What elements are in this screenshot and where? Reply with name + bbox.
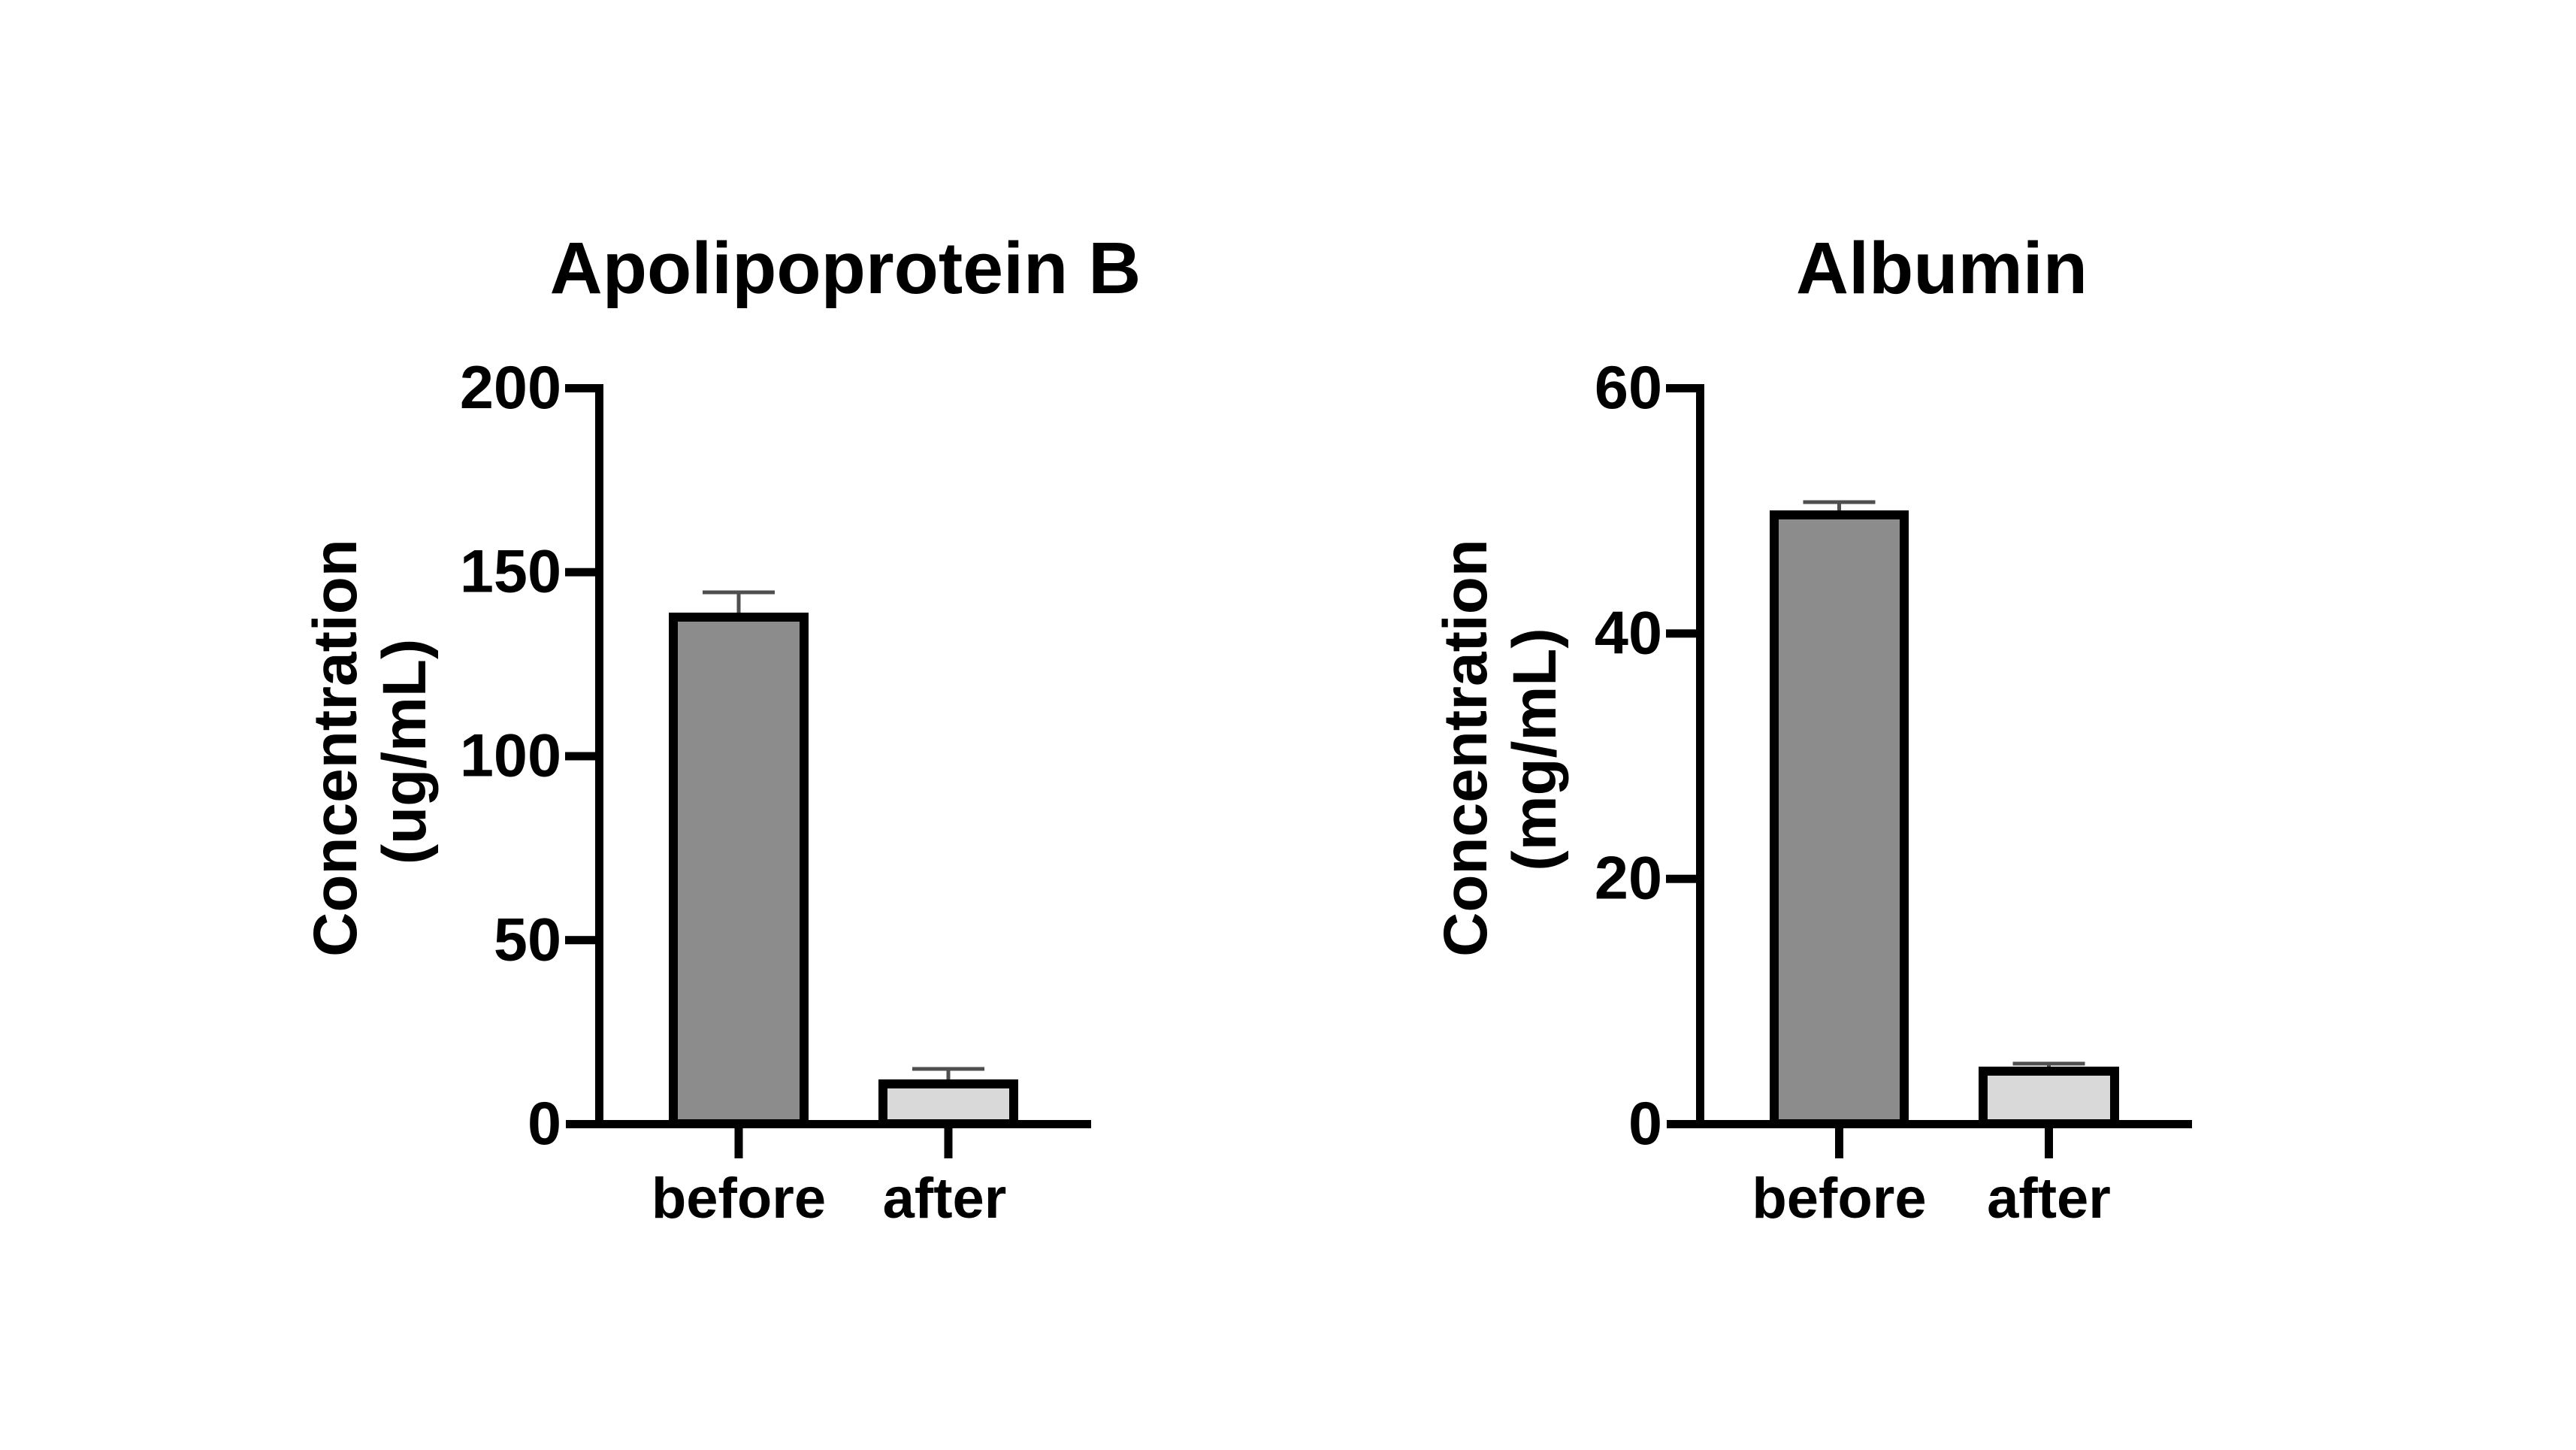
svg-text:(mg/mL): (mg/mL): [1501, 628, 1569, 870]
svg-text:Concentration: Concentration: [1432, 539, 1500, 957]
svg-text:150: 150: [460, 538, 561, 606]
svg-text:after: after: [1987, 1167, 2111, 1231]
svg-text:200: 200: [460, 354, 561, 422]
svg-text:(ug/mL): (ug/mL): [370, 639, 439, 865]
svg-text:40: 40: [1595, 599, 1662, 667]
svg-text:after: after: [883, 1167, 1007, 1231]
svg-text:0: 0: [528, 1090, 561, 1158]
svg-text:20: 20: [1595, 845, 1662, 913]
svg-text:Concentration: Concentration: [301, 539, 370, 957]
svg-text:50: 50: [494, 906, 561, 973]
svg-text:before: before: [1752, 1167, 1926, 1231]
svg-text:100: 100: [460, 722, 561, 790]
svg-text:60: 60: [1595, 354, 1662, 422]
svg-text:Albumin: Albumin: [1796, 227, 2088, 309]
svg-text:Apolipoprotein B: Apolipoprotein B: [550, 227, 1141, 309]
svg-text:0: 0: [1628, 1090, 1662, 1158]
svg-text:before: before: [652, 1167, 826, 1231]
